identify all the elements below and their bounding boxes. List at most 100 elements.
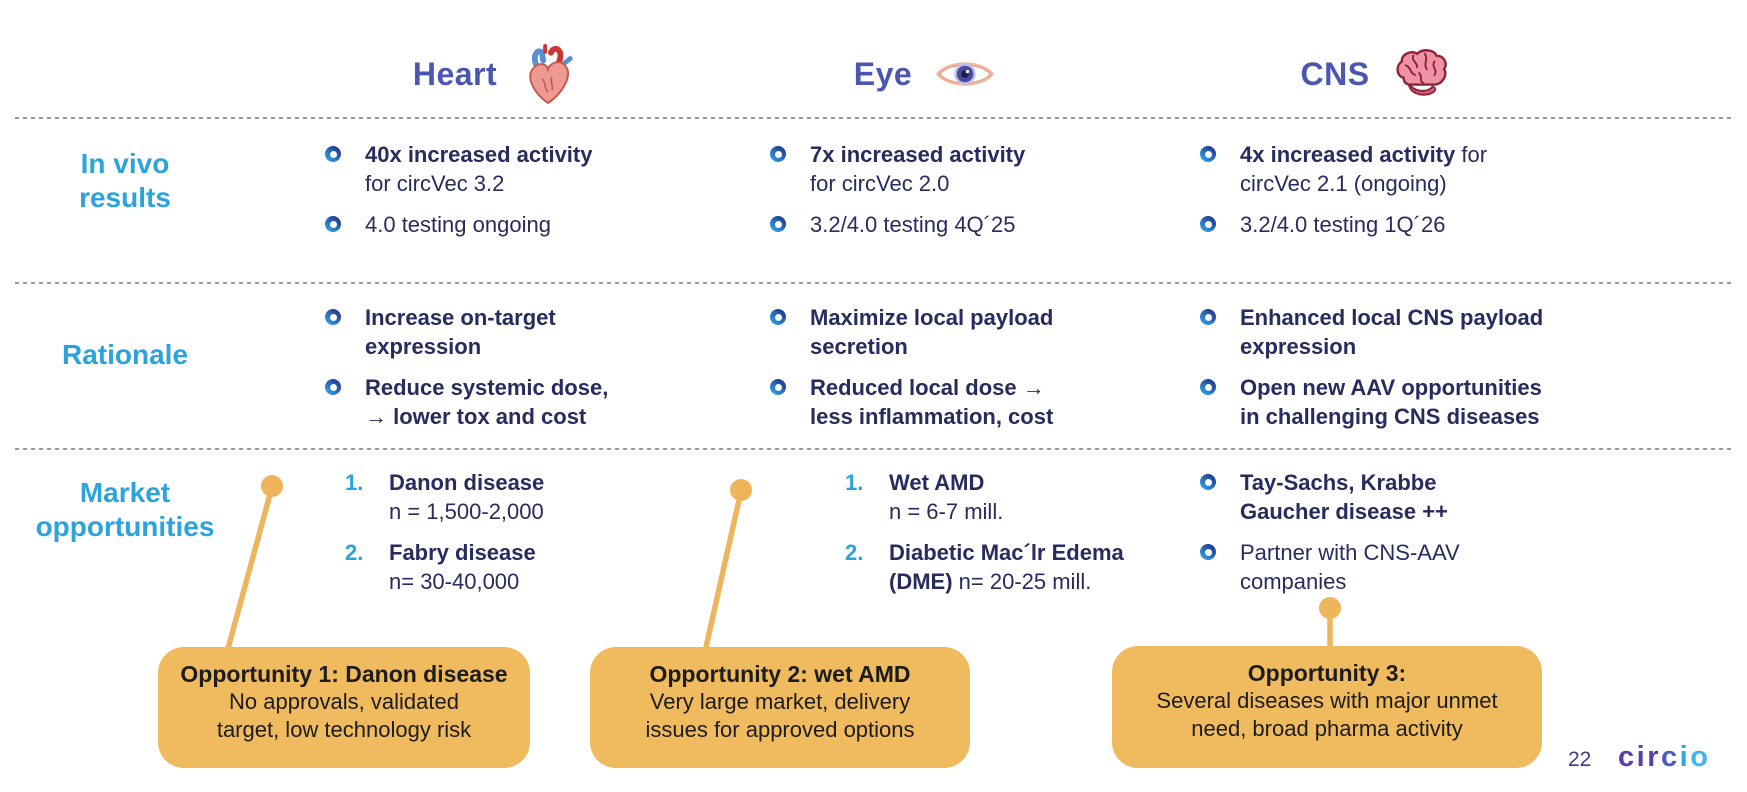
cell-invivo-cns: 4x increased activity for circVec 2.1 (o… xyxy=(1200,140,1630,251)
item-text: n= 30-40,000 xyxy=(389,569,520,594)
heart-icon xyxy=(529,44,573,105)
item-text: companies xyxy=(1240,569,1347,594)
bullet-ring-icon xyxy=(1200,379,1216,395)
item-text: secretion xyxy=(810,334,908,359)
item-text: for circVec 3.2 xyxy=(365,171,505,196)
item-text: less inflammation, cost xyxy=(810,404,1054,429)
bullet-ring-icon xyxy=(770,379,786,395)
bullet-ring-icon xyxy=(1200,544,1216,560)
bullet-ring-icon xyxy=(1200,474,1216,490)
logo-letter: o xyxy=(1690,741,1711,773)
row-label-line: Market xyxy=(79,477,171,508)
bullet-ring-icon xyxy=(1200,309,1216,325)
item-text: Wet AMD xyxy=(889,470,985,495)
bullet-ring-icon xyxy=(770,309,786,325)
callout-body-line: No approvals, validated xyxy=(229,689,459,714)
bullet-ring-icon xyxy=(770,216,786,232)
logo-letter: r xyxy=(1647,741,1661,773)
brain-icon xyxy=(1395,49,1447,96)
list-item: Enhanced local CNS payload expression xyxy=(1200,303,1630,361)
item-text: Maximize local payload xyxy=(810,305,1054,330)
callout-body-line: need, broad pharma activity xyxy=(1191,716,1463,741)
cell-rationale-eye: Maximize local payload secretion Reduced… xyxy=(770,303,1200,443)
callout-body-line: issues for approved options xyxy=(645,717,915,742)
bullet-ring-icon xyxy=(325,379,341,395)
callout-body-line: Very large market, delivery xyxy=(649,689,911,714)
row-label-line: Rationale xyxy=(61,339,189,370)
bullet-ring-icon xyxy=(770,146,786,162)
item-text: Partner with CNS-AAV xyxy=(1240,540,1460,565)
logo-letter: c xyxy=(1661,741,1680,773)
list-number: 1. xyxy=(845,470,864,495)
callout-box-opportunity-2: Opportunity 2: wet AMD Very large market… xyxy=(590,647,970,768)
item-text: (DME) xyxy=(889,569,953,594)
list-item: 7x increased activity for circVec 2.0 xyxy=(770,140,1200,198)
cell-invivo-heart: 40x increased activity for circVec 3.2 4… xyxy=(325,140,755,251)
item-text: Reduced local dose → xyxy=(810,375,1045,400)
item-text: 7x increased activity xyxy=(810,142,1026,167)
list-item: 1. Danon disease n = 1,500-2,000 xyxy=(345,468,775,526)
bullet-ring-icon xyxy=(1200,146,1216,162)
item-text: Tay-Sachs, Krabbe xyxy=(1240,470,1437,495)
list-item: Reduce systemic dose, → lower tox and co… xyxy=(325,373,755,431)
bullet-ring-icon xyxy=(325,146,341,162)
item-text: Enhanced local CNS payload xyxy=(1240,305,1544,330)
column-header-cns: CNS xyxy=(1210,38,1540,110)
list-item: Partner with CNS-AAV companies xyxy=(1200,538,1630,596)
cns-header-label: CNS xyxy=(1300,55,1370,92)
list-number: 2. xyxy=(345,540,364,565)
eye-header-label: Eye xyxy=(853,55,913,92)
bullet-ring-icon xyxy=(325,309,341,325)
list-item: 40x increased activity for circVec 3.2 xyxy=(325,140,755,198)
separator-line-1 xyxy=(15,117,1732,119)
item-text: n= 20-25 mill. xyxy=(952,569,1092,594)
list-item: Maximize local payload secretion xyxy=(770,303,1200,361)
list-item: Increase on-target expression xyxy=(325,303,755,361)
item-text: for xyxy=(1455,142,1488,167)
list-number: 2. xyxy=(845,540,864,565)
list-item: Reduced local dose → less inflammation, … xyxy=(770,373,1200,431)
list-item: 1. Wet AMD n = 6-7 mill. xyxy=(845,468,1275,526)
row-label-in-vivo-results: In vivo results xyxy=(0,147,250,215)
list-item: 4.0 testing ongoing xyxy=(325,210,755,239)
item-text: 40x increased activity xyxy=(365,142,593,167)
cell-invivo-eye: 7x increased activity for circVec 2.0 3.… xyxy=(770,140,1200,251)
row-label-line: In vivo xyxy=(80,148,170,179)
item-text: expression xyxy=(1240,334,1357,359)
page-number: 22 xyxy=(1568,748,1592,771)
separator-line-3 xyxy=(15,448,1732,450)
item-text: Reduce systemic dose, xyxy=(365,375,609,400)
list-item: Tay-Sachs, Krabbe Gaucher disease ++ xyxy=(1200,468,1630,526)
cell-rationale-heart: Increase on-target expression Reduce sys… xyxy=(325,303,755,443)
item-text: n = 6-7 mill. xyxy=(889,499,1004,524)
callout-box-opportunity-3: Opportunity 3: Several diseases with maj… xyxy=(1112,646,1542,768)
eye-icon xyxy=(936,62,995,86)
callout-box-opportunity-1: Opportunity 1: Danon disease No approval… xyxy=(158,647,530,768)
list-item: 3.2/4.0 testing 1Q´26 xyxy=(1200,210,1630,239)
logo-letter: i xyxy=(1679,741,1691,773)
item-text: in challenging CNS diseases xyxy=(1240,404,1540,429)
logo-letter: c xyxy=(1618,741,1637,773)
cell-market-heart: 1. Danon disease n = 1,500-2,000 2. Fabr… xyxy=(345,468,775,608)
row-label-line: results xyxy=(79,182,171,213)
callout-title: Opportunity 3: xyxy=(1247,660,1407,686)
callout-title: Opportunity 1: Danon disease xyxy=(180,661,508,687)
row-label-rationale: Rationale xyxy=(0,338,250,372)
heart-header-label: Heart xyxy=(412,55,498,92)
callout-title: Opportunity 2: wet AMD xyxy=(649,661,911,687)
item-text: Diabetic Mac´lr Edema xyxy=(889,540,1124,565)
cell-market-eye: 1. Wet AMD n = 6-7 mill. 2. Diabetic Mac… xyxy=(845,468,1275,608)
separator-line-2 xyxy=(15,282,1732,284)
list-item: 3.2/4.0 testing 4Q´25 xyxy=(770,210,1200,239)
item-text: expression xyxy=(365,334,482,359)
list-number: 1. xyxy=(345,470,364,495)
list-item: 2. Diabetic Mac´lr Edema (DME) n= 20-25 … xyxy=(845,538,1275,596)
column-header-eye: Eye xyxy=(760,38,1090,110)
item-text: Fabry disease xyxy=(389,540,536,565)
logo-letter: i xyxy=(1636,741,1648,773)
item-text: 4.0 testing ongoing xyxy=(365,212,551,237)
item-text: 3.2/4.0 testing 1Q´26 xyxy=(1240,212,1446,237)
cell-market-cns: Tay-Sachs, Krabbe Gaucher disease ++ Par… xyxy=(1200,468,1630,608)
cell-rationale-cns: Enhanced local CNS payload expression Op… xyxy=(1200,303,1630,443)
callout-body-line: Several diseases with major unmet xyxy=(1156,688,1498,713)
